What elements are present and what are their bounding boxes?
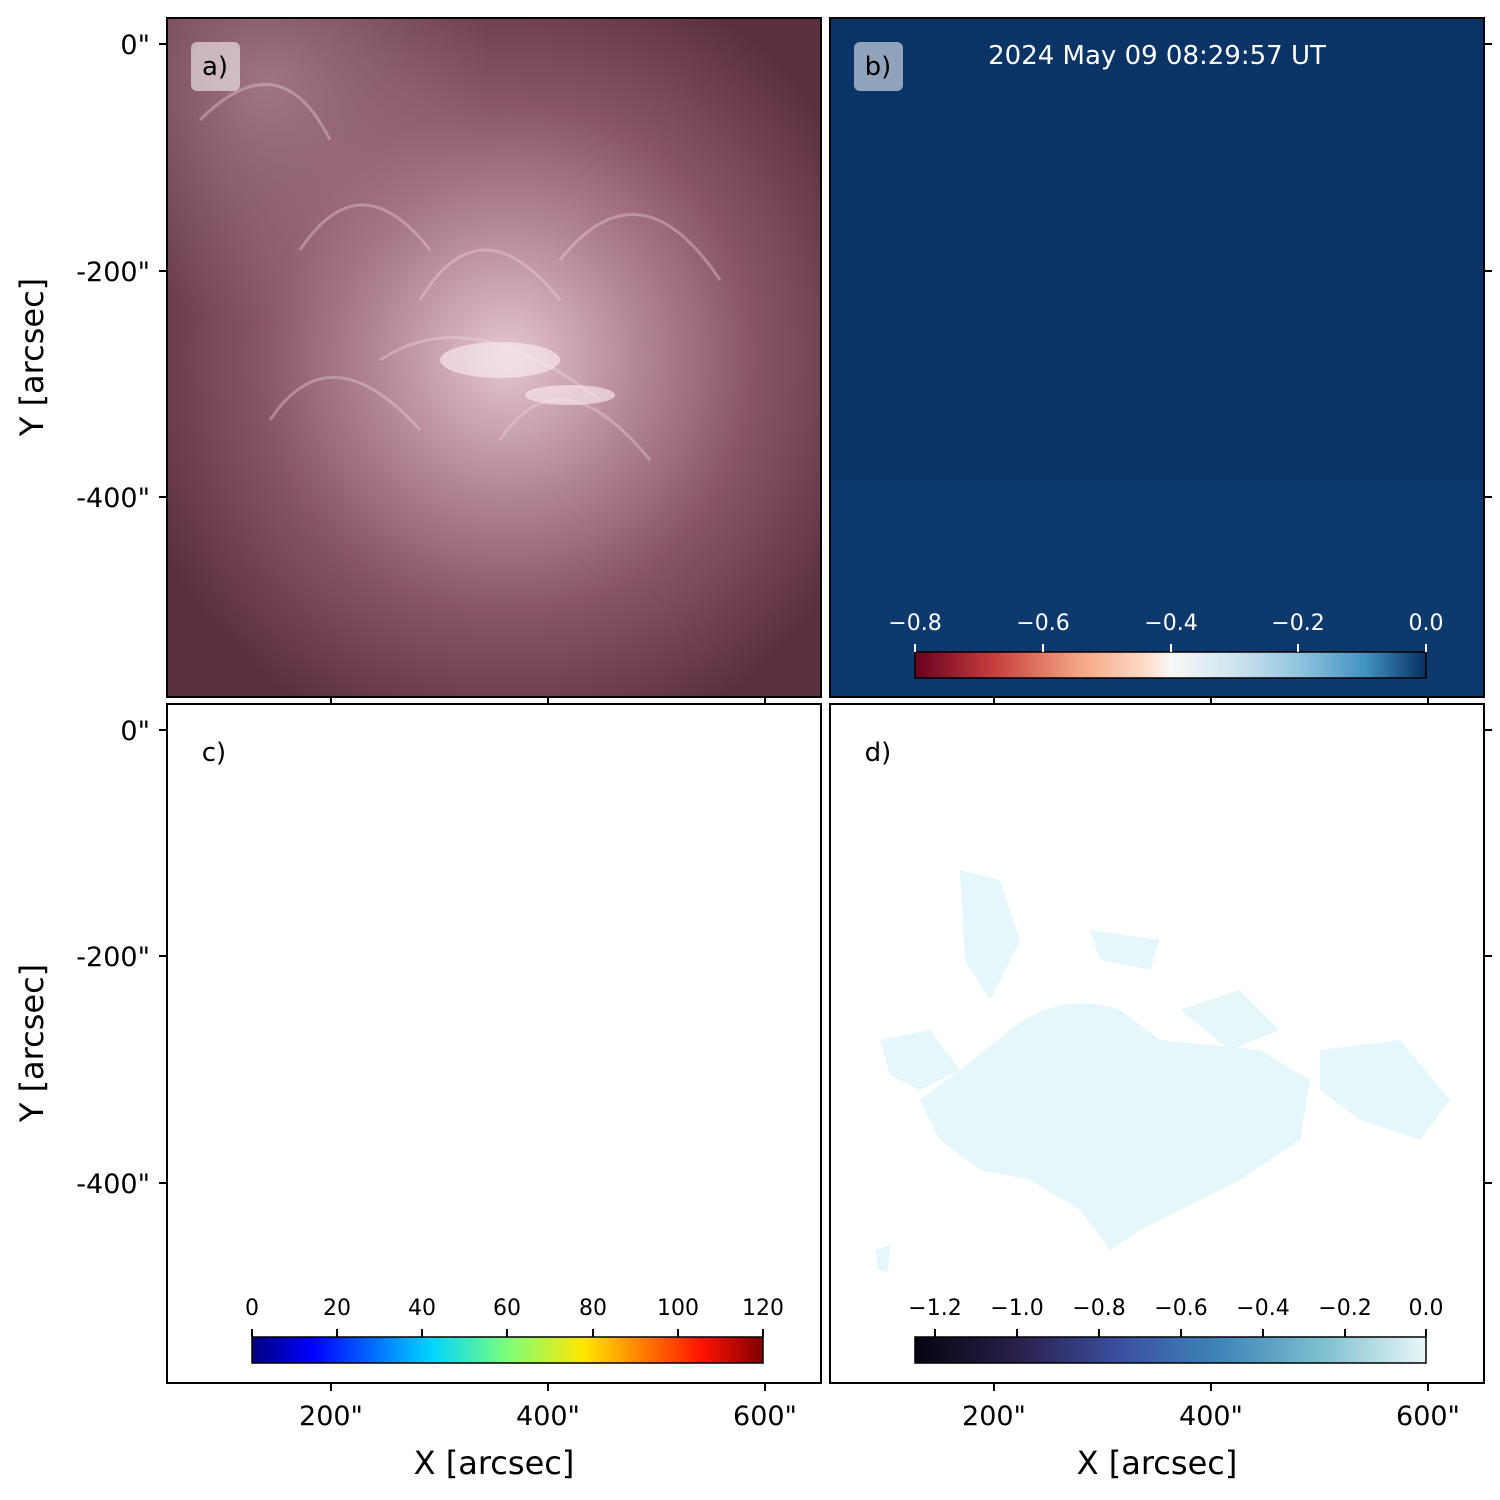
colorbar-c-tick-label: 0: [245, 1296, 259, 1321]
panel-a-loops: [198, 82, 722, 461]
panel-a-bright-core: [440, 342, 615, 405]
colorbar-b-tick-label: −0.8: [888, 611, 941, 636]
colorbar-b-tick-label: −0.6: [1016, 611, 1069, 636]
x-axis-title: X [arcsec]: [414, 1444, 575, 1482]
x-tick-label: 200": [962, 1401, 1026, 1432]
colorbar-b: [914, 651, 1427, 679]
panel-b-label-box: [854, 42, 903, 91]
colorbar-d-tick-label: −0.6: [1154, 1296, 1207, 1321]
panel-d-patches: [875, 870, 1450, 1272]
colorbar-c: [251, 1336, 764, 1364]
colorbar-d-tick-label: −0.8: [1072, 1296, 1125, 1321]
x-tick-label: 400": [516, 1401, 580, 1432]
colorbar-c-tick-label: 60: [493, 1296, 521, 1321]
panel-d-label: d): [865, 738, 892, 768]
timestamp: 2024 May 09 08:29:57 UT: [988, 41, 1326, 71]
y-axis-title: Y [arcsec]: [13, 964, 51, 1123]
panel-c-frame: [166, 703, 822, 1384]
x-tick-label: 200": [299, 1401, 363, 1432]
colorbar-c-tick-label: 40: [408, 1296, 436, 1321]
colorbar-d-tick-label: −1.2: [908, 1296, 961, 1321]
panel-b-image: [830, 18, 1484, 697]
colorbar-d-tick-label: −1.0: [990, 1296, 1043, 1321]
x-tick-label: 600": [1396, 1401, 1460, 1432]
colorbar-c-tick-label: 20: [323, 1296, 351, 1321]
y-tick-label: -400": [76, 1169, 150, 1200]
x-axis-title: X [arcsec]: [1077, 1444, 1238, 1482]
y-tick-label: 0": [120, 30, 150, 61]
panel-a-frame: [166, 17, 822, 698]
colorbar-d-ticks: [934, 1329, 1427, 1337]
colorbar-b-tick-label: −0.4: [1144, 611, 1197, 636]
colorbar-d-tick-label: −0.4: [1236, 1296, 1289, 1321]
panel-a: a): [166, 17, 822, 698]
y-tick-label: -400": [76, 483, 150, 514]
panel-b-frame: [829, 17, 1485, 698]
panel-b-label: b): [865, 52, 892, 82]
x-tick-label: 600": [733, 1401, 797, 1432]
colorbar-c-tick-label: 100: [657, 1296, 699, 1321]
y-tick-label: 0": [120, 716, 150, 747]
colorbar-c-ticks: [251, 1329, 764, 1337]
colorbar-d-tick-label: −0.2: [1318, 1296, 1371, 1321]
colorbar-b-ticks: [914, 644, 1427, 652]
axis-ticks: [159, 43, 1492, 1391]
panel-c: c) 0 20 40 60 80 100 120: [166, 703, 822, 1384]
y-tick-label: -200": [76, 257, 150, 288]
panel-a-label-box: [191, 42, 240, 91]
x-tick-label: 400": [1179, 1401, 1243, 1432]
colorbar-c-tick-label: 80: [579, 1296, 607, 1321]
colorbar-b-tick-label: −0.2: [1271, 611, 1324, 636]
colorbar-d-tick-label: 0.0: [1409, 1296, 1444, 1321]
panel-c-label: c): [202, 738, 226, 768]
y-tick-label: -200": [76, 942, 150, 973]
y-axis-title: Y [arcsec]: [13, 278, 51, 437]
panel-d: d) −1.2 −1.0 −0.8 −0.6 −0.4 −0.2 0.0: [829, 703, 1485, 1384]
colorbar-c-tick-label: 120: [742, 1296, 784, 1321]
colorbar-d: [914, 1336, 1427, 1364]
colorbar-b-tick-label: 0.0: [1409, 611, 1444, 636]
panel-b: b) 2024 May 09 08:29:57 UT −0.8 −0.6 −0.…: [829, 17, 1485, 698]
panel-a-label: a): [202, 52, 228, 82]
